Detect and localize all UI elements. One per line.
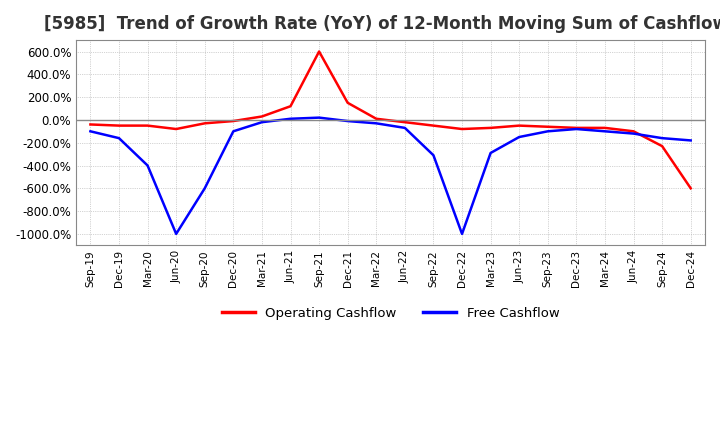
Free Cashflow bbox=[258, 120, 266, 125]
Free Cashflow bbox=[458, 231, 467, 237]
Operating Cashflow bbox=[229, 118, 238, 124]
Free Cashflow bbox=[429, 153, 438, 158]
Operating Cashflow bbox=[143, 123, 152, 128]
Operating Cashflow bbox=[400, 120, 409, 125]
Title: [5985]  Trend of Growth Rate (YoY) of 12-Month Moving Sum of Cashflows: [5985] Trend of Growth Rate (YoY) of 12-… bbox=[44, 15, 720, 33]
Free Cashflow bbox=[572, 126, 581, 132]
Free Cashflow bbox=[143, 163, 152, 168]
Free Cashflow bbox=[658, 136, 667, 141]
Free Cashflow bbox=[114, 136, 123, 141]
Operating Cashflow bbox=[600, 125, 609, 131]
Operating Cashflow bbox=[200, 121, 209, 126]
Free Cashflow bbox=[200, 186, 209, 191]
Line: Free Cashflow: Free Cashflow bbox=[91, 117, 690, 234]
Operating Cashflow bbox=[114, 123, 123, 128]
Operating Cashflow bbox=[372, 116, 381, 121]
Operating Cashflow bbox=[172, 126, 181, 132]
Free Cashflow bbox=[372, 121, 381, 126]
Operating Cashflow bbox=[658, 143, 667, 149]
Free Cashflow bbox=[629, 131, 638, 136]
Free Cashflow bbox=[343, 118, 352, 124]
Free Cashflow bbox=[544, 128, 552, 134]
Operating Cashflow bbox=[458, 126, 467, 132]
Free Cashflow bbox=[486, 150, 495, 156]
Free Cashflow bbox=[315, 115, 323, 120]
Operating Cashflow bbox=[572, 125, 581, 131]
Operating Cashflow bbox=[429, 123, 438, 128]
Free Cashflow bbox=[400, 125, 409, 131]
Free Cashflow bbox=[229, 128, 238, 134]
Operating Cashflow bbox=[258, 114, 266, 119]
Operating Cashflow bbox=[629, 128, 638, 134]
Operating Cashflow bbox=[544, 124, 552, 129]
Operating Cashflow bbox=[343, 100, 352, 106]
Free Cashflow bbox=[286, 116, 294, 121]
Operating Cashflow bbox=[315, 49, 323, 54]
Operating Cashflow bbox=[286, 103, 294, 109]
Operating Cashflow bbox=[486, 125, 495, 131]
Operating Cashflow bbox=[686, 186, 695, 191]
Operating Cashflow bbox=[86, 122, 95, 127]
Free Cashflow bbox=[172, 231, 181, 237]
Operating Cashflow bbox=[515, 123, 523, 128]
Free Cashflow bbox=[686, 138, 695, 143]
Free Cashflow bbox=[600, 128, 609, 134]
Free Cashflow bbox=[515, 134, 523, 139]
Line: Operating Cashflow: Operating Cashflow bbox=[91, 51, 690, 188]
Free Cashflow bbox=[86, 128, 95, 134]
Legend: Operating Cashflow, Free Cashflow: Operating Cashflow, Free Cashflow bbox=[217, 301, 564, 325]
